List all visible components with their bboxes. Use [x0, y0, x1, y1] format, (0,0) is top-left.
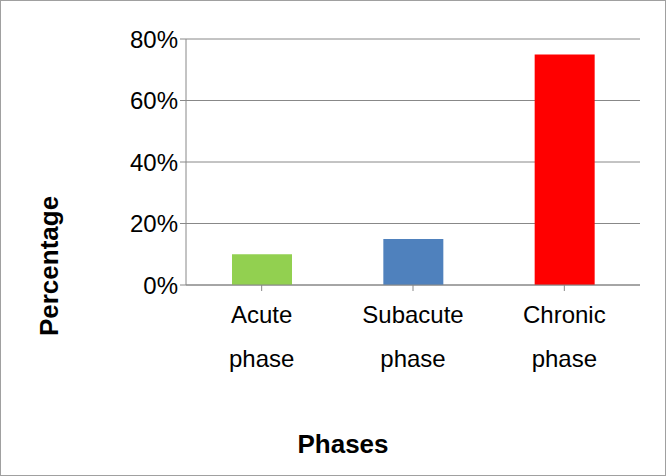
svg-text:20%: 20%	[130, 210, 178, 237]
html-text:Phases: Phases	[297, 429, 389, 459]
svg-text:Acutephase: Acutephase	[229, 301, 294, 372]
svg-text:0%: 0%	[143, 272, 178, 299]
svg-text:Subacutephase: Subacutephase	[362, 301, 463, 372]
svg-text:Chronicphase: Chronicphase	[523, 301, 606, 372]
svg-text:60%: 60%	[130, 87, 178, 114]
svg-text:40%: 40%	[130, 149, 178, 176]
svg-text:80%: 80%	[130, 26, 178, 53]
html-text:Percentage: Percentage	[33, 195, 64, 337]
